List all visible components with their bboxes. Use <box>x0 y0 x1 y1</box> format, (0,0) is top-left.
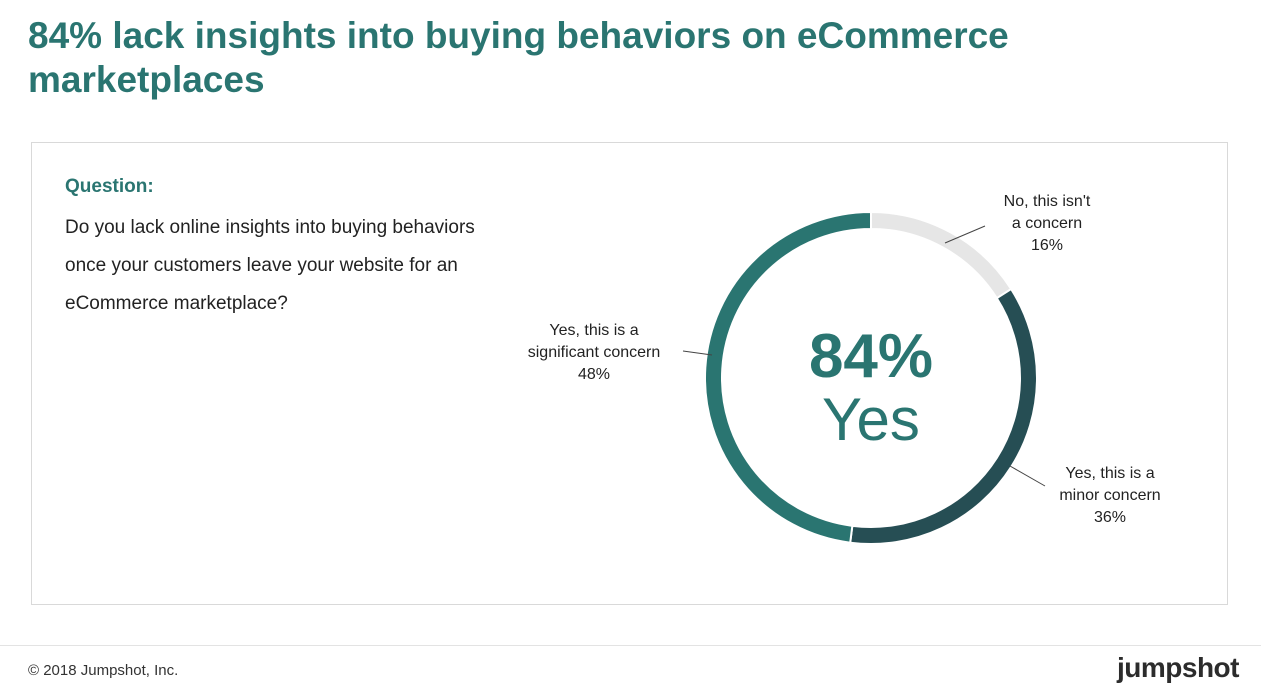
donut-slice <box>704 210 872 544</box>
slice-label-line: No, this isn't <box>1004 193 1091 210</box>
donut-slices <box>704 210 1038 545</box>
donut-labels: No, this isn't a concern 16% Yes, this is a… <box>528 193 1161 526</box>
leader-line <box>1009 465 1046 487</box>
question-label: Question: <box>65 176 154 197</box>
slice-value-label: 16% <box>1031 237 1063 254</box>
slice-value-label: 36% <box>1094 509 1126 526</box>
center-value: 84% <box>809 322 933 391</box>
slice-label-line: Yes, this is a <box>549 322 638 339</box>
slice-label-line: a concern <box>1012 215 1082 232</box>
donut-slice <box>870 210 1013 300</box>
copyright-text: © 2018 Jumpshot, Inc. <box>28 662 179 679</box>
slice-label: Yes, this is a minor concern 36% <box>1059 465 1160 526</box>
footer-divider <box>0 645 1261 646</box>
slice-value-label: 48% <box>578 366 610 383</box>
center-label: Yes <box>822 386 920 453</box>
leader-line <box>944 225 986 244</box>
slice-label-line: minor concern <box>1059 487 1160 504</box>
leader-line <box>682 350 713 356</box>
slice-label-line: Yes, this is a <box>1065 465 1154 482</box>
slice-label: No, this isn't a concern 16% <box>1004 193 1091 254</box>
jumpshot-logo: jumpshot <box>1117 652 1240 683</box>
question-text: Do you lack online insights into buying … <box>65 217 475 314</box>
slice-label-line: significant concern <box>528 344 661 361</box>
slice-label: Yes, this is a significant concern 48% <box>528 322 661 383</box>
page-title: 84% lack insights into buying behaviors … <box>28 15 1009 100</box>
